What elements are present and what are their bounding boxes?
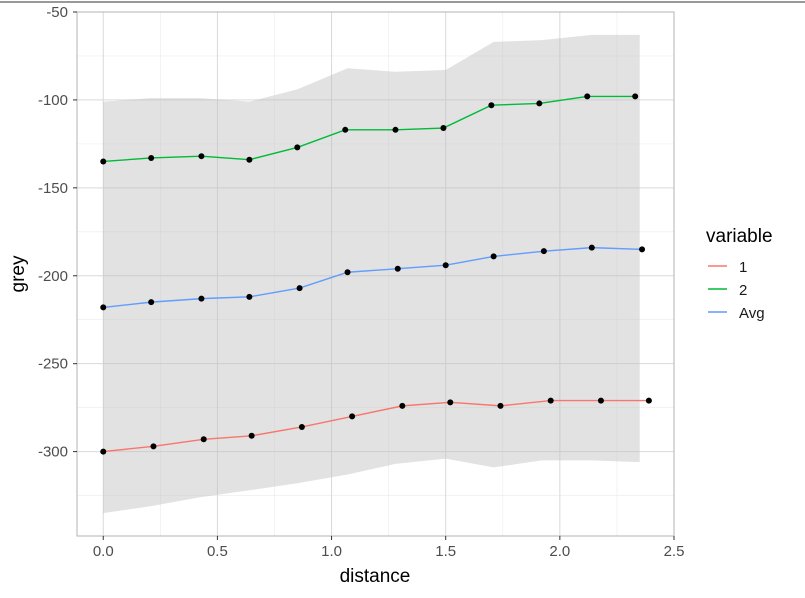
y-tick-label: -300 (38, 444, 68, 461)
data-point (150, 443, 157, 450)
legend: variable 1 2 Avg (706, 226, 773, 322)
grid-minor (77, 12, 674, 536)
data-point (399, 402, 406, 409)
panel-background (77, 12, 674, 536)
data-point (584, 93, 591, 100)
data-point (148, 154, 155, 161)
plot-area (76, 11, 675, 537)
series-lines (103, 95, 649, 453)
y-tick-label: -150 (38, 180, 68, 197)
data-point (296, 285, 303, 292)
data-points (100, 93, 652, 455)
x-tick-label: 2.5 (664, 543, 685, 560)
panel-border (76, 11, 675, 537)
grid-major (77, 12, 674, 536)
data-point (392, 126, 399, 133)
data-point (349, 413, 356, 420)
x-tick-label: 2.0 (549, 543, 570, 560)
x-axis-title: distance (340, 566, 411, 587)
data-point (490, 253, 497, 260)
data-point (597, 397, 604, 404)
data-point (394, 265, 401, 272)
data-point (547, 397, 554, 404)
data-point (639, 246, 646, 253)
data-point (645, 397, 652, 404)
data-point (248, 432, 255, 439)
data-point (298, 423, 305, 430)
data-point (198, 153, 205, 160)
x-tick-label: 1.0 (321, 543, 342, 560)
y-tick-label: -200 (38, 268, 68, 285)
data-point (497, 402, 504, 409)
series-line-2 (103, 95, 636, 163)
data-point (200, 436, 207, 443)
data-point (100, 304, 107, 311)
data-point (488, 102, 495, 109)
data-point (440, 125, 447, 132)
y-tick-label: -50 (46, 4, 68, 21)
data-point (148, 299, 155, 306)
y-tick-label: -100 (38, 92, 68, 109)
series-line-1 (103, 399, 649, 453)
data-point (100, 448, 107, 455)
range-band (103, 34, 640, 514)
data-point (442, 262, 449, 269)
data-point (246, 293, 253, 300)
data-point (540, 248, 547, 255)
data-point (198, 295, 205, 302)
y-axis-title: grey (8, 255, 29, 292)
legend-label-2: 2 (739, 282, 747, 299)
data-point (536, 100, 543, 107)
data-point (100, 158, 107, 165)
legend-title: variable (706, 226, 773, 247)
x-axis: 0.0 0.5 1.0 1.5 2.0 2.5 (93, 536, 685, 560)
data-point (588, 244, 595, 251)
legend-label-1: 1 (739, 259, 747, 276)
x-tick-label: 0.5 (207, 543, 228, 560)
data-point (632, 93, 639, 100)
y-tick-label: -250 (38, 356, 68, 373)
data-point (246, 156, 253, 163)
x-tick-label: 1.5 (435, 543, 456, 560)
data-point (342, 126, 349, 133)
y-axis: -50 -100 -150 -200 -250 -300 (38, 4, 77, 461)
legend-label-avg: Avg (739, 305, 765, 322)
x-tick-label: 0.0 (93, 543, 114, 560)
data-point (294, 144, 301, 151)
data-point (447, 399, 454, 406)
series-line-avg (103, 246, 643, 309)
data-point (344, 269, 351, 276)
legend-items: 1 2 Avg (708, 259, 765, 322)
